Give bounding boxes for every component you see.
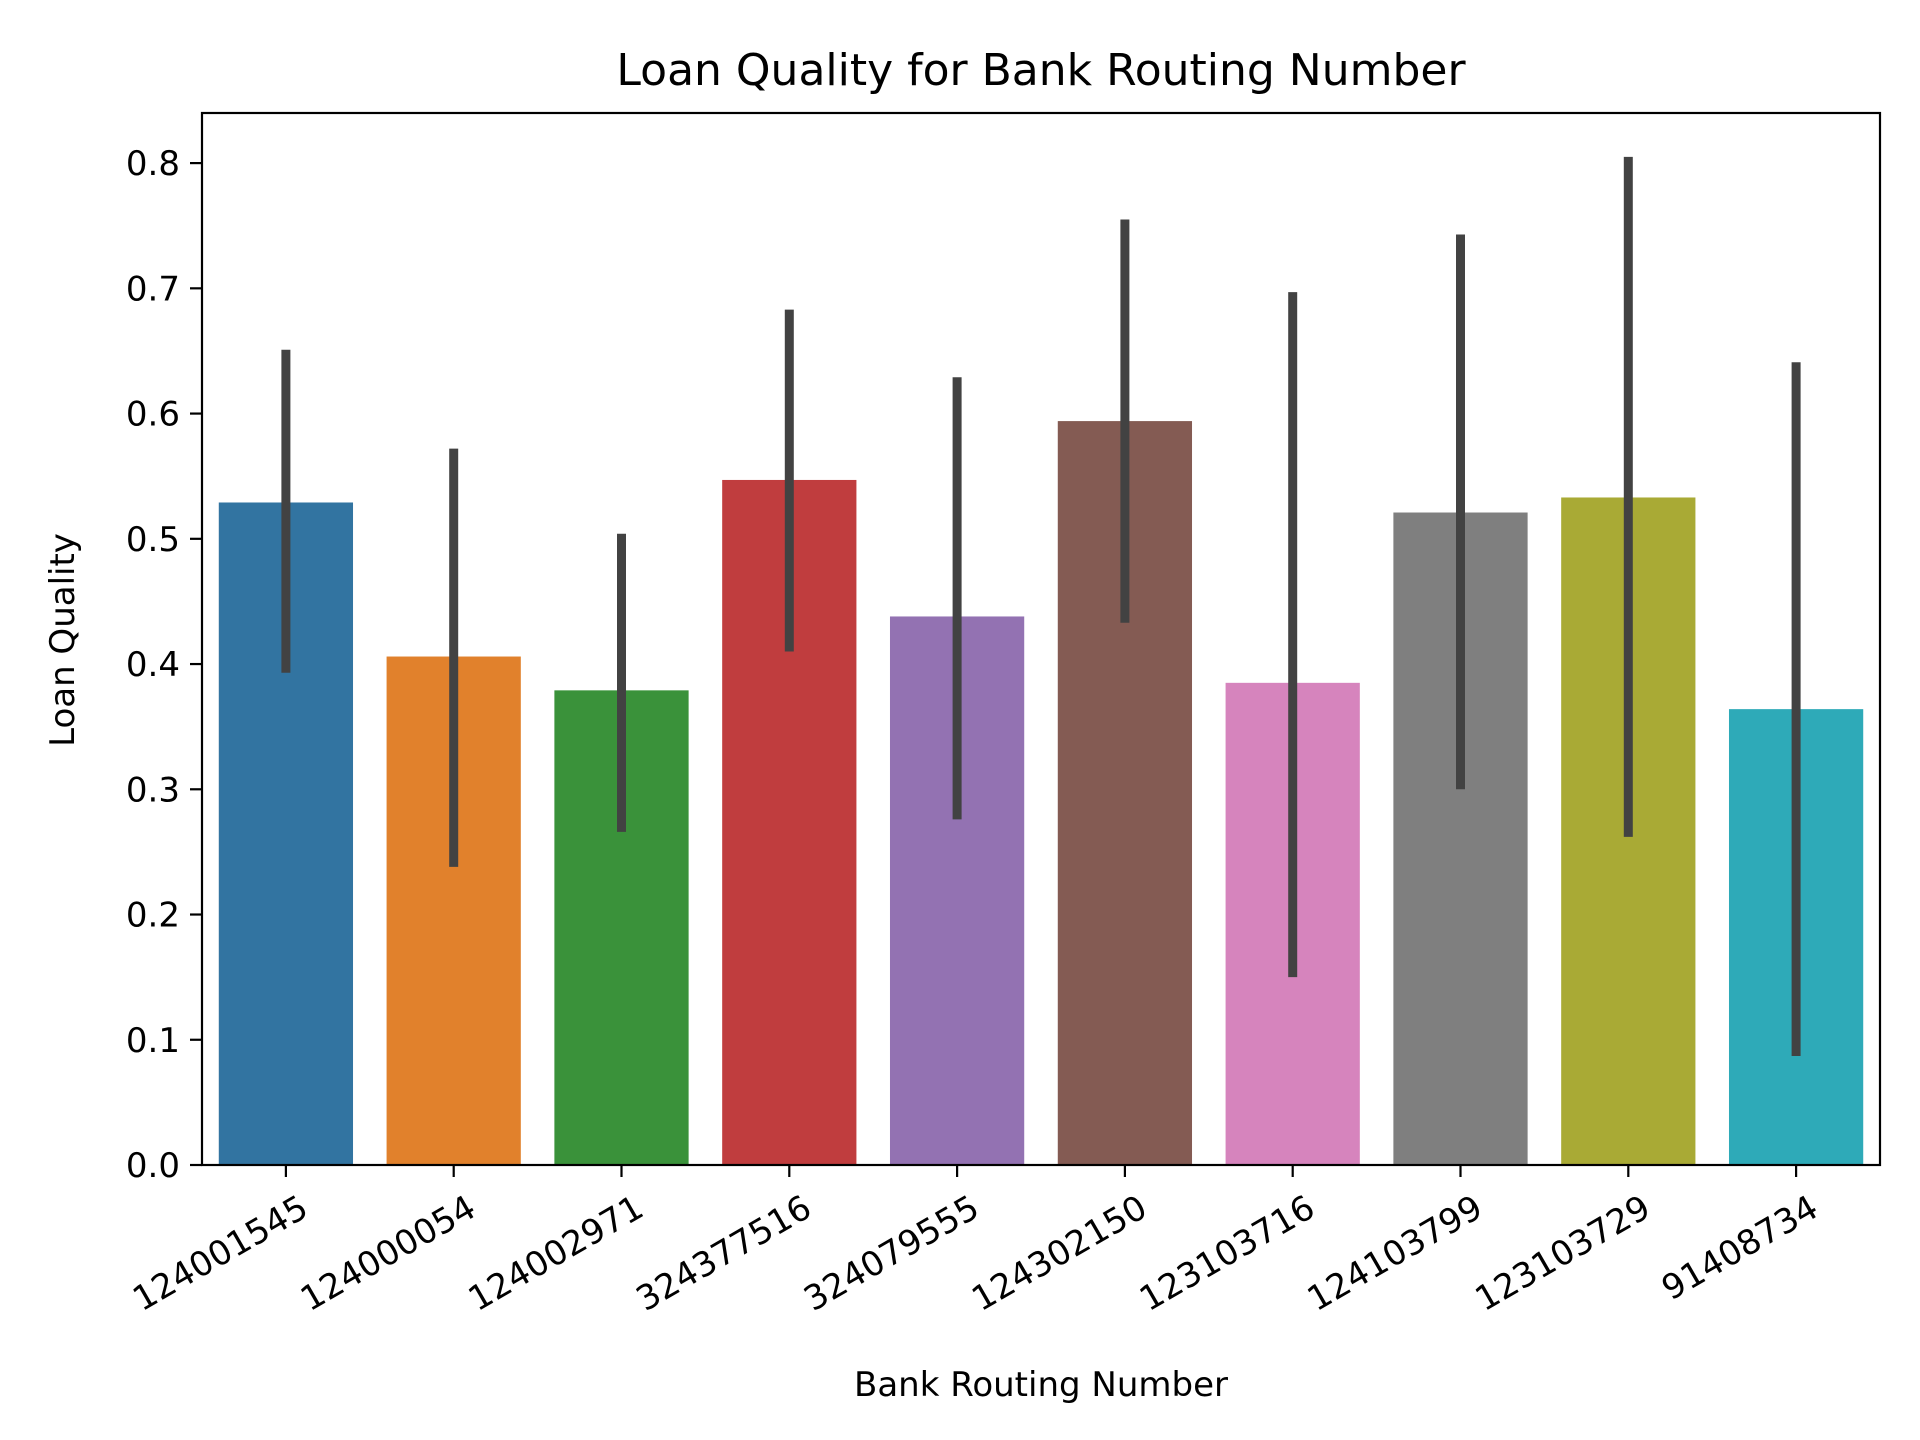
x-tick-label: 124103799: [1301, 1188, 1490, 1320]
x-tick-label: 123103729: [1469, 1188, 1658, 1320]
bars-layer: [218, 421, 1864, 1166]
y-tick-label: 0.5: [126, 520, 180, 560]
y-tick-label: 0.4: [126, 645, 180, 685]
chart-title: Loan Quality for Bank Routing Number: [616, 45, 1466, 96]
y-tick-label: 0.0: [126, 1146, 180, 1186]
plot-frame: [200, 111, 1882, 1167]
x-tick-label: 91408734: [1655, 1188, 1825, 1309]
y-tick-label: 0.7: [126, 269, 180, 309]
y-axis-label: Loan Quality: [43, 533, 83, 747]
x-tick-label: 324377516: [630, 1188, 819, 1320]
x-tick-label: 124001545: [126, 1188, 315, 1320]
x-tick-label: 124302150: [965, 1188, 1154, 1320]
y-tick-label: 0.6: [126, 395, 180, 435]
y-tick-label: 0.2: [126, 896, 180, 936]
y-tick-label: 0.8: [126, 144, 180, 184]
error-bars-layer: [281, 156, 1801, 1057]
x-tick-label: 124002971: [462, 1188, 651, 1320]
x-tick-label: 123103716: [1133, 1188, 1322, 1320]
y-tick-label: 0.1: [126, 1021, 180, 1061]
x-tick-label: 324079555: [797, 1188, 986, 1320]
x-axis-label: Bank Routing Number: [854, 1365, 1228, 1405]
y-tick-label: 0.3: [126, 770, 180, 810]
x-tick-label: 124000054: [294, 1188, 483, 1320]
